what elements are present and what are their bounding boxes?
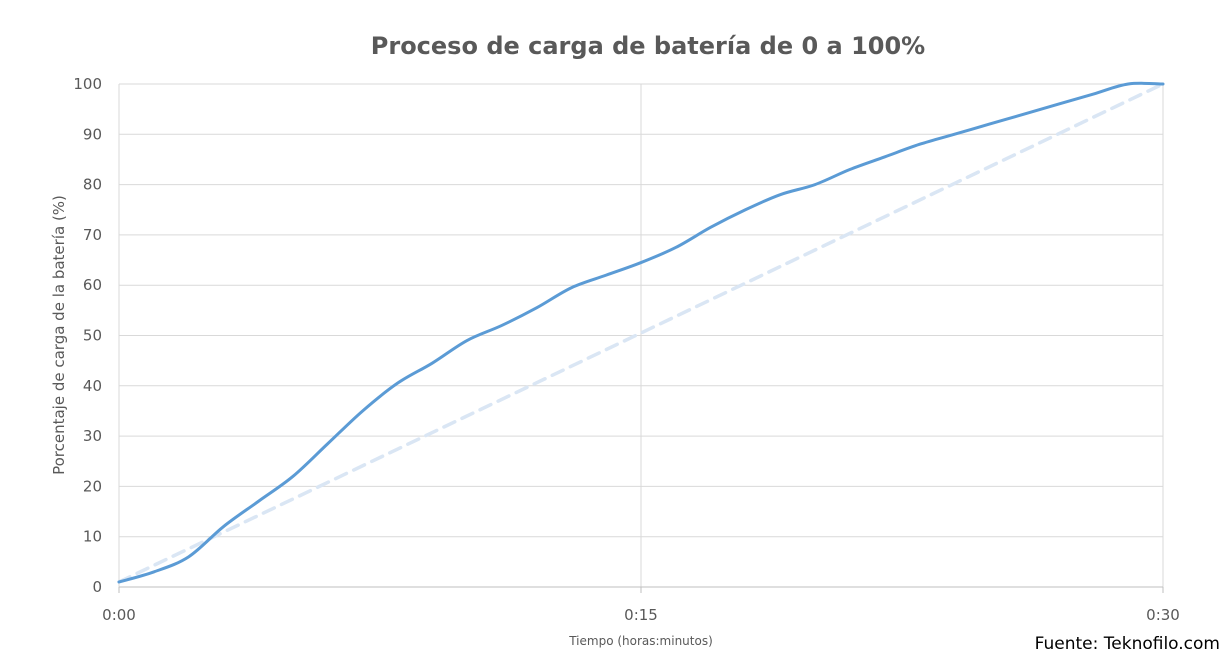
x-axis-label: Tiempo (horas:minutos): [568, 634, 713, 648]
y-tick-label: 10: [83, 528, 102, 546]
y-tick-label: 40: [83, 377, 102, 395]
y-tick-label: 60: [83, 276, 102, 294]
x-tick-label: 0:00: [102, 606, 136, 624]
y-tick-label: 50: [83, 327, 102, 345]
chart-title: Proceso de carga de batería de 0 a 100%: [371, 32, 925, 60]
y-tick-label: 20: [83, 477, 102, 495]
series-line-charge: [117, 81, 1165, 584]
y-tick-label: 90: [83, 125, 102, 143]
source-note: Fuente: Teknofilo.com: [1035, 634, 1220, 654]
y-tick-label: 100: [73, 75, 102, 93]
y-tick-label: 70: [83, 226, 102, 244]
series-group: [117, 81, 1165, 584]
y-axis-label: Porcentaje de carga de la batería (%): [50, 195, 68, 475]
y-tick-label: 0: [92, 578, 102, 596]
x-axis-ticks: 0:00 0:15 0:30: [102, 587, 1180, 624]
y-tick-label: 80: [83, 176, 102, 194]
x-tick-label: 0:15: [624, 606, 658, 624]
y-tick-label: 30: [83, 427, 102, 445]
x-tick-label: 0:30: [1146, 606, 1180, 624]
gridlines: [119, 83, 1164, 587]
y-axis-ticks: 0 10 20 30 40 50 60 70 80 90 100: [73, 75, 102, 596]
series-line-reference: [117, 82, 1165, 584]
